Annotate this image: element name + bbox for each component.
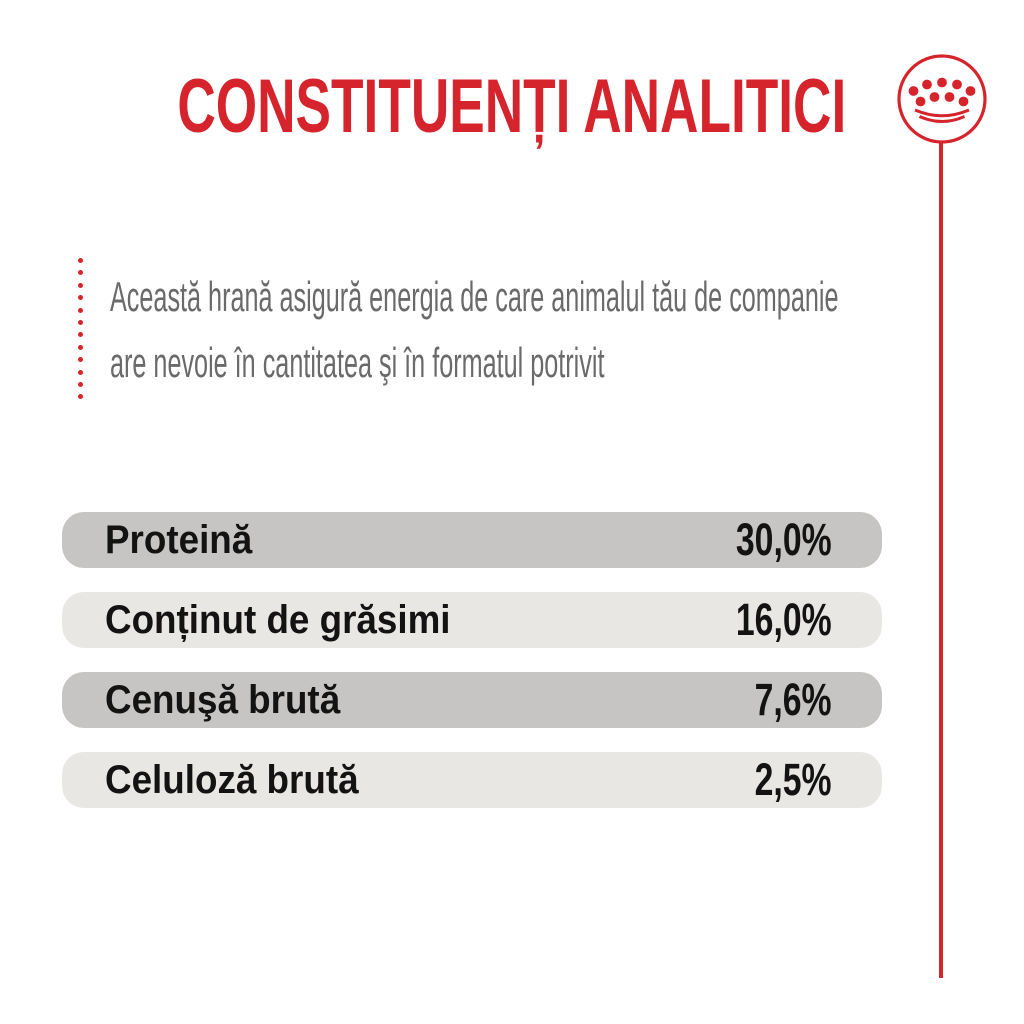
row-value: 30,0% [736, 514, 832, 565]
page-title: CONSTITUENȚI ANALITICI [177, 64, 847, 149]
crown-icon [908, 77, 976, 107]
constituents-table: Proteină 30,0% Conținut de grăsimi 16,0%… [62, 512, 882, 832]
description-line-2: are nevoie în cantitatea şi în formatul … [110, 339, 605, 386]
logo-circle [897, 54, 987, 144]
row-label: Proteină [105, 517, 253, 562]
crown-base-arcs [914, 108, 970, 123]
row-value: 16,0% [736, 594, 832, 645]
table-row: Conținut de grăsimi 16,0% [62, 592, 882, 648]
row-label: Celuloză brută [105, 757, 359, 802]
row-label: Cenuşă brută [105, 677, 341, 722]
table-row: Cenuşă brută 7,6% [62, 672, 882, 728]
logo-stem-line [939, 142, 943, 978]
dotted-accent-line [78, 258, 83, 400]
page-title-wrap: CONSTITUENȚI ANALITICI [0, 69, 1024, 166]
description-line-1: Această hrană asigură energia de care an… [110, 273, 839, 320]
row-value: 7,6% [755, 674, 832, 725]
table-row: Celuloză brută 2,5% [62, 752, 882, 808]
description-paragraph: Această hrană asigură energia de care an… [110, 264, 1024, 396]
royal-canin-crown-logo [897, 54, 987, 144]
row-label: Conținut de grăsimi [105, 597, 451, 642]
table-row: Proteină 30,0% [62, 512, 882, 568]
row-value: 2,5% [755, 754, 832, 805]
